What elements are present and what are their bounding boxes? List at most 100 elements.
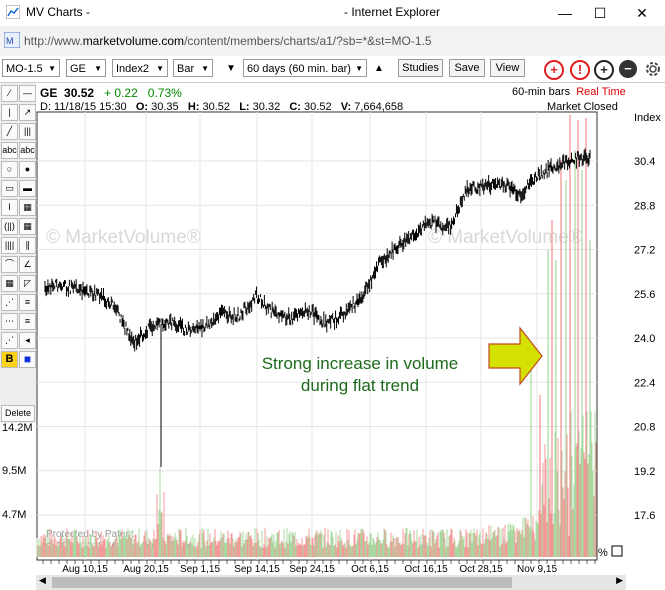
url-text[interactable]: http://www.marketvolume.com/content/memb… [24, 34, 432, 48]
symbol-select[interactable]: GE ▼ [66, 59, 106, 77]
box-tool-icon[interactable]: ▦ [1, 275, 18, 292]
address-bar[interactable]: M http://www.marketvolume.com/content/me… [0, 26, 665, 57]
range-up-icon[interactable]: ▲ [374, 63, 384, 74]
color-tool-icon[interactable]: ■ [19, 351, 36, 368]
price-tick-label: 28.8 [634, 200, 655, 212]
view-button[interactable]: View [490, 59, 525, 77]
scroll-thumb[interactable] [52, 577, 512, 588]
window-titlebar: MV Charts - - Internet Explorer — ☐ ✕ [0, 0, 665, 26]
cycle-tool-icon[interactable]: (||) [1, 218, 18, 235]
rect-tool-icon[interactable]: ▭ [1, 180, 18, 197]
market-status: Market Closed [547, 101, 618, 113]
fibo-tool-icon[interactable]: ≡ [19, 294, 36, 311]
trend-tool-icon[interactable]: ╱ [1, 123, 18, 140]
angle-tool-icon[interactable]: ∠ [19, 256, 36, 273]
minimize-button[interactable]: — [558, 5, 572, 21]
scroll-right-icon[interactable]: ▶ [616, 575, 623, 585]
percent-toggle[interactable]: % [598, 547, 608, 559]
bar-type-info: 60-min bars Real Time [512, 86, 626, 98]
range-down-icon[interactable]: ▼ [226, 63, 236, 74]
x-tick-label: Sep 14,15 [234, 564, 280, 575]
ie-app-icon [6, 5, 20, 19]
chevron-down-icon: ▼ [156, 64, 164, 73]
x-tick-label: Sep 1,15 [180, 564, 220, 575]
gear-icon[interactable] [644, 60, 662, 78]
price-tick-label: 19.2 [634, 466, 655, 478]
arrow-tool-icon[interactable]: ↗ [19, 104, 36, 121]
filled-rect-tool-icon[interactable]: ▬ [19, 180, 36, 197]
high-value: 30.52 [202, 101, 231, 113]
channel-tool-icon[interactable]: ||| [19, 123, 36, 140]
wedge-tool-icon[interactable]: ⋰ [1, 332, 18, 349]
close-button[interactable]: ✕ [636, 5, 648, 21]
delete-button[interactable]: Delete [1, 405, 35, 422]
price-tick-label: 17.6 [634, 510, 655, 522]
chevron-down-icon: ▼ [48, 64, 56, 73]
vline-tool-icon[interactable]: | [1, 104, 18, 121]
line-tool-icon[interactable]: ⁄ [1, 85, 18, 102]
alert-red-circle-icon[interactable]: ! [570, 60, 590, 80]
realtime-label: Real Time [576, 86, 626, 98]
index-select[interactable]: Index2 ▼ [112, 59, 168, 77]
x-tick-label: Aug 20,15 [123, 564, 169, 575]
price-tick-label: 30.4 [634, 156, 655, 168]
price-tick-label: 22.4 [634, 377, 655, 389]
x-tick-label: Sep 24,15 [289, 564, 335, 575]
price-volume-chart[interactable]: 17.6 19.2 20.8 22.4 24.0 25.6 27.2 28.8 30.4 4.7M… [0, 83, 665, 590]
low-value: 30.32 [252, 101, 281, 113]
close-value: 30.52 [304, 101, 332, 113]
levels-tool-icon[interactable]: ≡ [19, 313, 36, 330]
svg-text:M: M [6, 36, 14, 46]
speed-tool-icon[interactable]: ⋰ [1, 294, 18, 311]
cursor-tool-icon[interactable]: I [1, 199, 18, 216]
zoom-out-icon[interactable]: − [619, 60, 637, 78]
hline-tool-icon[interactable]: — [19, 85, 36, 102]
change-pct-label: 0.73% [147, 86, 182, 100]
plus-red-circle-icon[interactable]: + [544, 60, 564, 80]
quote-header: GE 30.52 + 0.22 0.73% [40, 86, 182, 100]
horizontal-scrollbar[interactable]: ◀ ▶ [36, 575, 626, 590]
parallel-tool-icon[interactable]: ∥ [19, 237, 36, 254]
watermark-right: © MarketVolume® [428, 227, 583, 248]
date-label: D: 11/18/15 15:30 [40, 101, 127, 113]
window-title: MV Charts - [26, 5, 91, 19]
x-tick-label: Aug 10,15 [62, 564, 108, 575]
x-tick-label: Nov 9,15 [517, 564, 557, 575]
arc-tool-icon[interactable]: ⌒ [1, 256, 18, 273]
maximize-button[interactable]: ☐ [593, 5, 607, 21]
dots-tool-icon[interactable]: ⋯ [1, 313, 18, 330]
fan-tool-icon[interactable]: ◸ [19, 275, 36, 292]
browser-title: - Internet Explorer [344, 5, 441, 19]
price-tick-label: 24.0 [634, 333, 655, 345]
x-tick-label: Oct 6,15 [351, 564, 389, 575]
zoom-in-icon[interactable]: + [594, 60, 614, 80]
text-box-tool-icon[interactable]: abc [19, 142, 36, 159]
filled-ellipse-tool-icon[interactable]: ● [19, 161, 36, 178]
ellipse-tool-icon[interactable]: ○ [1, 161, 18, 178]
volume-tick-label: 14.2M [2, 422, 33, 434]
grid-tool-icon[interactable]: ▦ [19, 199, 36, 216]
price-tick-label: 25.6 [634, 289, 655, 301]
watermark-left: © MarketVolume® [46, 227, 201, 248]
flag-tool-icon[interactable]: ◂ [19, 332, 36, 349]
symbol-label: GE [40, 86, 58, 100]
change-label: + 0.22 [104, 86, 138, 100]
price-tick-label: 27.2 [634, 245, 655, 257]
ohlc-header: D: 11/18/15 15:30 O: 30.35 H: 30.52 L: 3… [40, 101, 404, 113]
range-select[interactable]: 60 days (60 min. bar) ▼ [243, 59, 367, 77]
bars-tool-icon[interactable]: |||| [1, 237, 18, 254]
resize-handle-icon[interactable] [611, 545, 623, 557]
chart-type-select[interactable]: Bar ▼ [173, 59, 213, 77]
period-select[interactable]: MO-1.5 ▼ [2, 59, 60, 77]
bold-tool-icon[interactable]: B [1, 351, 18, 368]
save-button[interactable]: Save [449, 59, 485, 77]
scroll-left-icon[interactable]: ◀ [39, 575, 46, 585]
studies-button[interactable]: Studies [398, 59, 443, 77]
chart-toolbar: MO-1.5 ▼ GE ▼ Index2 ▼ Bar ▼ ▼ 60 days (60 m… [0, 56, 665, 83]
text-tool-icon[interactable]: abc [1, 142, 18, 159]
chevron-down-icon: ▼ [201, 64, 209, 73]
plot-area [36, 111, 598, 561]
volume-annotation: Strong increase in volume during flat tr… [261, 354, 459, 395]
gann-tool-icon[interactable]: ▦ [19, 218, 36, 235]
price-tick-label: 20.8 [634, 422, 655, 434]
